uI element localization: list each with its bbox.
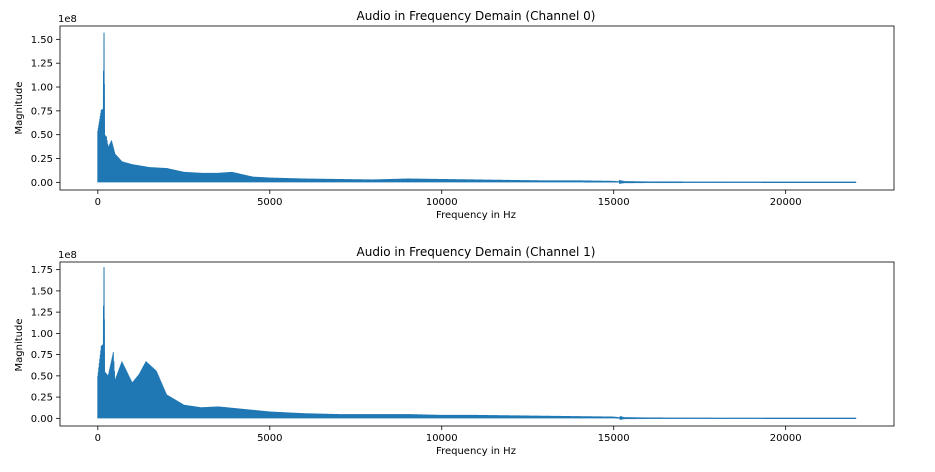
y-offset-label: 1e8 <box>58 14 77 25</box>
x-tick-label: 0 <box>95 197 101 208</box>
y-tick-label: 1.00 <box>31 329 53 340</box>
x-tick-label: 5000 <box>257 433 282 444</box>
y-tick-label: 1.50 <box>31 286 53 297</box>
y-tick-label: 1.25 <box>31 59 53 70</box>
series-line <box>97 32 857 185</box>
y-tick-label: 0.50 <box>31 371 53 382</box>
plot-frame <box>59 25 895 191</box>
y-tick-label: 0.00 <box>31 178 53 189</box>
x-tick-label: 20000 <box>770 197 802 208</box>
y-tick-label: 0.50 <box>31 130 53 141</box>
y-tick-label: 0.00 <box>31 414 53 425</box>
x-tick-label: 10000 <box>426 433 458 444</box>
x-tick-label: 0 <box>95 433 101 444</box>
y-axis-label: Magnitude <box>14 319 25 372</box>
plot-frame <box>59 261 895 427</box>
y-tick-label: 1.00 <box>31 83 53 94</box>
subplot-channel-1: Audio in Frequency Demain (Channel 1) 1e… <box>14 245 895 457</box>
x-tick-label: 15000 <box>598 197 630 208</box>
subplot-channel-0: Audio in Frequency Demain (Channel 0) 1e… <box>14 9 895 221</box>
x-tick-label: 5000 <box>257 197 282 208</box>
x-tick-label: 20000 <box>770 433 802 444</box>
y-tick-label: 0.25 <box>31 154 53 165</box>
y-tick-label: 1.50 <box>31 35 53 46</box>
y-tick-label: 0.75 <box>31 106 53 117</box>
x-axis-label: Frequency in Hz <box>436 210 516 221</box>
y-tick-label: 1.75 <box>31 265 53 276</box>
y-tick-label: 1.25 <box>31 308 53 319</box>
tick-group: 0 5000 10000 15000 20000 0.00 0.25 0.50 0.75 1.00… <box>31 35 802 208</box>
x-axis-label: Frequency in Hz <box>436 446 516 457</box>
series-line <box>97 267 857 421</box>
x-tick-label: 10000 <box>426 197 458 208</box>
chart-title: Audio in Frequency Demain (Channel 0) <box>357 9 596 23</box>
chart-title: Audio in Frequency Demain (Channel 1) <box>357 245 596 259</box>
y-axis-label: Magnitude <box>14 82 25 135</box>
tick-group: 0 5000 10000 15000 20000 0.00 0.25 0.50 0.75 1.00… <box>31 265 802 444</box>
y-tick-label: 0.75 <box>31 350 53 361</box>
x-tick-label: 15000 <box>598 433 630 444</box>
y-offset-label: 1e8 <box>58 250 77 261</box>
y-tick-label: 0.25 <box>31 393 53 404</box>
